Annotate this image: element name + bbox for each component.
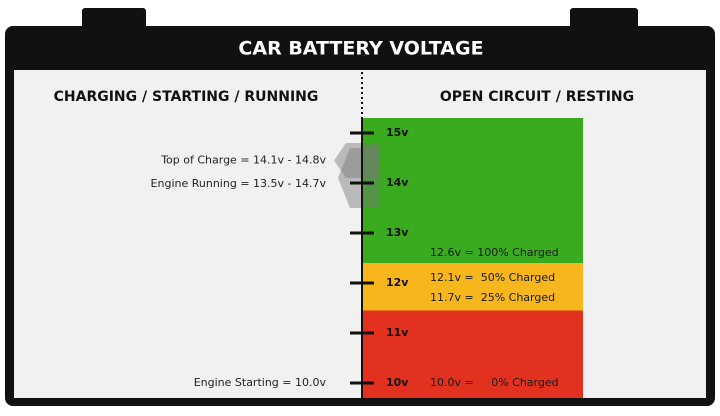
zone — [362, 263, 583, 311]
tick-label: 10v — [386, 376, 409, 389]
right-title: OPEN CIRCUIT / RESTING — [440, 89, 634, 105]
left-title: CHARGING / STARTING / RUNNING — [54, 89, 319, 105]
zone — [362, 310, 583, 398]
range-marker — [338, 148, 380, 208]
level-label: 10.0v = 0% Charged — [430, 376, 559, 389]
tick-label: 13v — [386, 226, 409, 239]
range-marker — [334, 143, 380, 178]
level-label: 11.7v = 25% Charged — [430, 291, 555, 304]
level-label: 12.6v = 100% Charged — [430, 246, 559, 259]
zone — [362, 118, 583, 263]
level-label: 12.1v = 50% Charged — [430, 271, 555, 284]
tick-label: 14v — [386, 176, 409, 189]
title: CAR BATTERY VOLTAGE — [238, 38, 483, 60]
point-label: Engine Starting = 10.0v — [194, 376, 327, 389]
tick-label: 12v — [386, 276, 409, 289]
tick-label: 11v — [386, 326, 409, 339]
range-label: Engine Running = 13.5v - 14.7v — [151, 177, 327, 190]
tick-label: 15v — [386, 126, 409, 139]
range-label: Top of Charge = 14.1v - 14.8v — [160, 154, 326, 167]
